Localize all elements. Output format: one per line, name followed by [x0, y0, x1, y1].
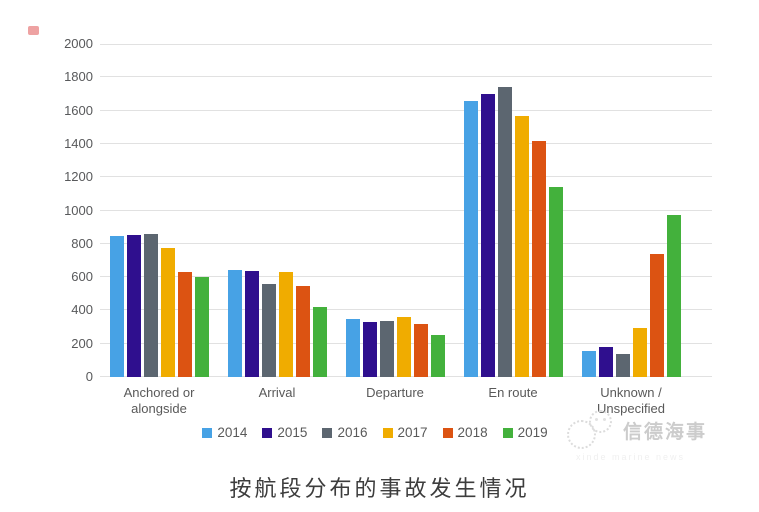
bar-2014-category-2 — [227, 270, 242, 377]
y-tick-label: 800 — [71, 235, 93, 251]
bar-2017-category-1 — [160, 247, 175, 377]
legend-swatch-icon — [262, 427, 273, 438]
bar-2019-category-3 — [430, 334, 445, 377]
bar-group-3 — [336, 44, 454, 377]
logo-dot-icon — [594, 418, 598, 421]
bar-2018-category-4 — [531, 140, 546, 377]
y-tick-label: 1200 — [64, 169, 93, 185]
bar-2016-category-2 — [261, 283, 276, 377]
x-category-label: En route — [488, 385, 538, 400]
x-axis-labels: Anchored or alongside Arrival Departure En … — [100, 385, 712, 417]
x-category-label: Departure — [366, 385, 424, 400]
gridline — [100, 109, 712, 111]
bar-2014-category-1 — [109, 236, 124, 377]
gridline — [100, 76, 712, 78]
legend-item-2019: 2019 — [502, 425, 548, 440]
bar-group-4 — [454, 44, 572, 377]
watermark-logo-icon — [566, 410, 615, 450]
gridline — [100, 209, 712, 211]
legend-label: 2014 — [217, 425, 248, 440]
bar-2019-category-5 — [666, 214, 681, 377]
legend-swatch-icon — [502, 427, 513, 438]
gridline — [100, 142, 712, 144]
bar-2015-category-2 — [244, 271, 259, 377]
logo-circle-large-icon — [566, 420, 596, 449]
y-tick-label: 0 — [85, 369, 93, 384]
bar-2018-category-1 — [177, 272, 192, 377]
legend-label: 2015 — [277, 425, 308, 440]
bar-2014-category-5 — [581, 351, 596, 377]
bar-2016-category-5 — [615, 353, 630, 377]
y-tick-label: 1600 — [64, 102, 93, 118]
y-tick-label: 600 — [71, 269, 93, 285]
legend: 2014 2015 2016 2017 2018 2019 — [0, 425, 750, 440]
bar-2016-category-3 — [379, 321, 394, 377]
bar-group-2 — [218, 44, 336, 377]
y-tick-label: 200 — [71, 335, 93, 351]
legend-label: 2018 — [457, 425, 488, 440]
legend-swatch-icon — [202, 427, 213, 438]
x-category-label: Unknown / Unspecified — [597, 385, 665, 416]
bar-2018-category-2 — [295, 286, 310, 377]
bar-2019-category-1 — [194, 277, 209, 377]
gridline — [100, 176, 712, 178]
bar-group-1 — [100, 44, 218, 377]
gridline — [100, 309, 712, 311]
chart-caption: 按航段分布的事故发生情况 — [229, 477, 530, 502]
red-marker — [28, 26, 39, 35]
x-category-label: Arrival — [258, 385, 296, 400]
bar-2016-category-4 — [497, 87, 512, 377]
logo-circle-small-icon — [588, 410, 612, 433]
bar-groups — [100, 44, 712, 377]
bar-2017-category-5 — [632, 327, 647, 377]
legend-item-2016: 2016 — [322, 425, 368, 440]
y-tick-label: 2000 — [64, 36, 93, 51]
bar-2019-category-2 — [312, 307, 327, 377]
legend-item-2017: 2017 — [382, 425, 428, 440]
bar-2017-category-4 — [514, 116, 529, 377]
bar-2015-category-4 — [480, 93, 495, 377]
bar-2016-category-1 — [143, 233, 158, 377]
plot-area — [100, 44, 712, 377]
legend-label: 2016 — [337, 425, 368, 440]
bar-2018-category-5 — [649, 253, 664, 377]
legend-swatch-icon — [442, 427, 453, 438]
x-category-label: Anchored or alongside — [123, 385, 195, 416]
y-tick-label: 1800 — [64, 69, 93, 85]
y-tick-label: 1400 — [64, 135, 93, 151]
bar-2017-category-2 — [278, 272, 293, 377]
bar-2015-category-5 — [598, 347, 613, 377]
legend-item-2015: 2015 — [262, 425, 307, 440]
legend-label: 2017 — [397, 425, 428, 440]
legend-swatch-icon — [382, 427, 393, 438]
bar-2017-category-3 — [396, 317, 411, 377]
bar-2014-category-4 — [463, 101, 478, 377]
logo-dot-icon — [602, 418, 606, 421]
watermark-brand-text: 信德海事 — [622, 421, 707, 443]
bar-2014-category-3 — [345, 318, 360, 377]
bar-2018-category-3 — [413, 323, 428, 377]
legend-swatch-icon — [322, 427, 333, 438]
gridline — [100, 242, 712, 244]
bar-2015-category-1 — [126, 235, 141, 377]
bar-group-5 — [572, 44, 690, 377]
y-axis-labels: 0 200 400 600 800 1000 1200 1400 1600 1800 2000 — [46, 36, 93, 384]
legend-item-2018: 2018 — [442, 425, 488, 440]
gridline — [100, 44, 712, 45]
legend-item-2014: 2014 — [202, 425, 247, 440]
gridline — [100, 276, 712, 278]
legend-label: 2019 — [517, 425, 548, 440]
bar-2019-category-4 — [548, 187, 563, 377]
watermark: 信德海事 — [566, 410, 707, 450]
bar-2015-category-3 — [362, 322, 377, 377]
y-tick-label: 1000 — [64, 202, 93, 218]
watermark-subtext: xinde marine news — [576, 452, 686, 462]
y-tick-label: 400 — [71, 302, 93, 318]
